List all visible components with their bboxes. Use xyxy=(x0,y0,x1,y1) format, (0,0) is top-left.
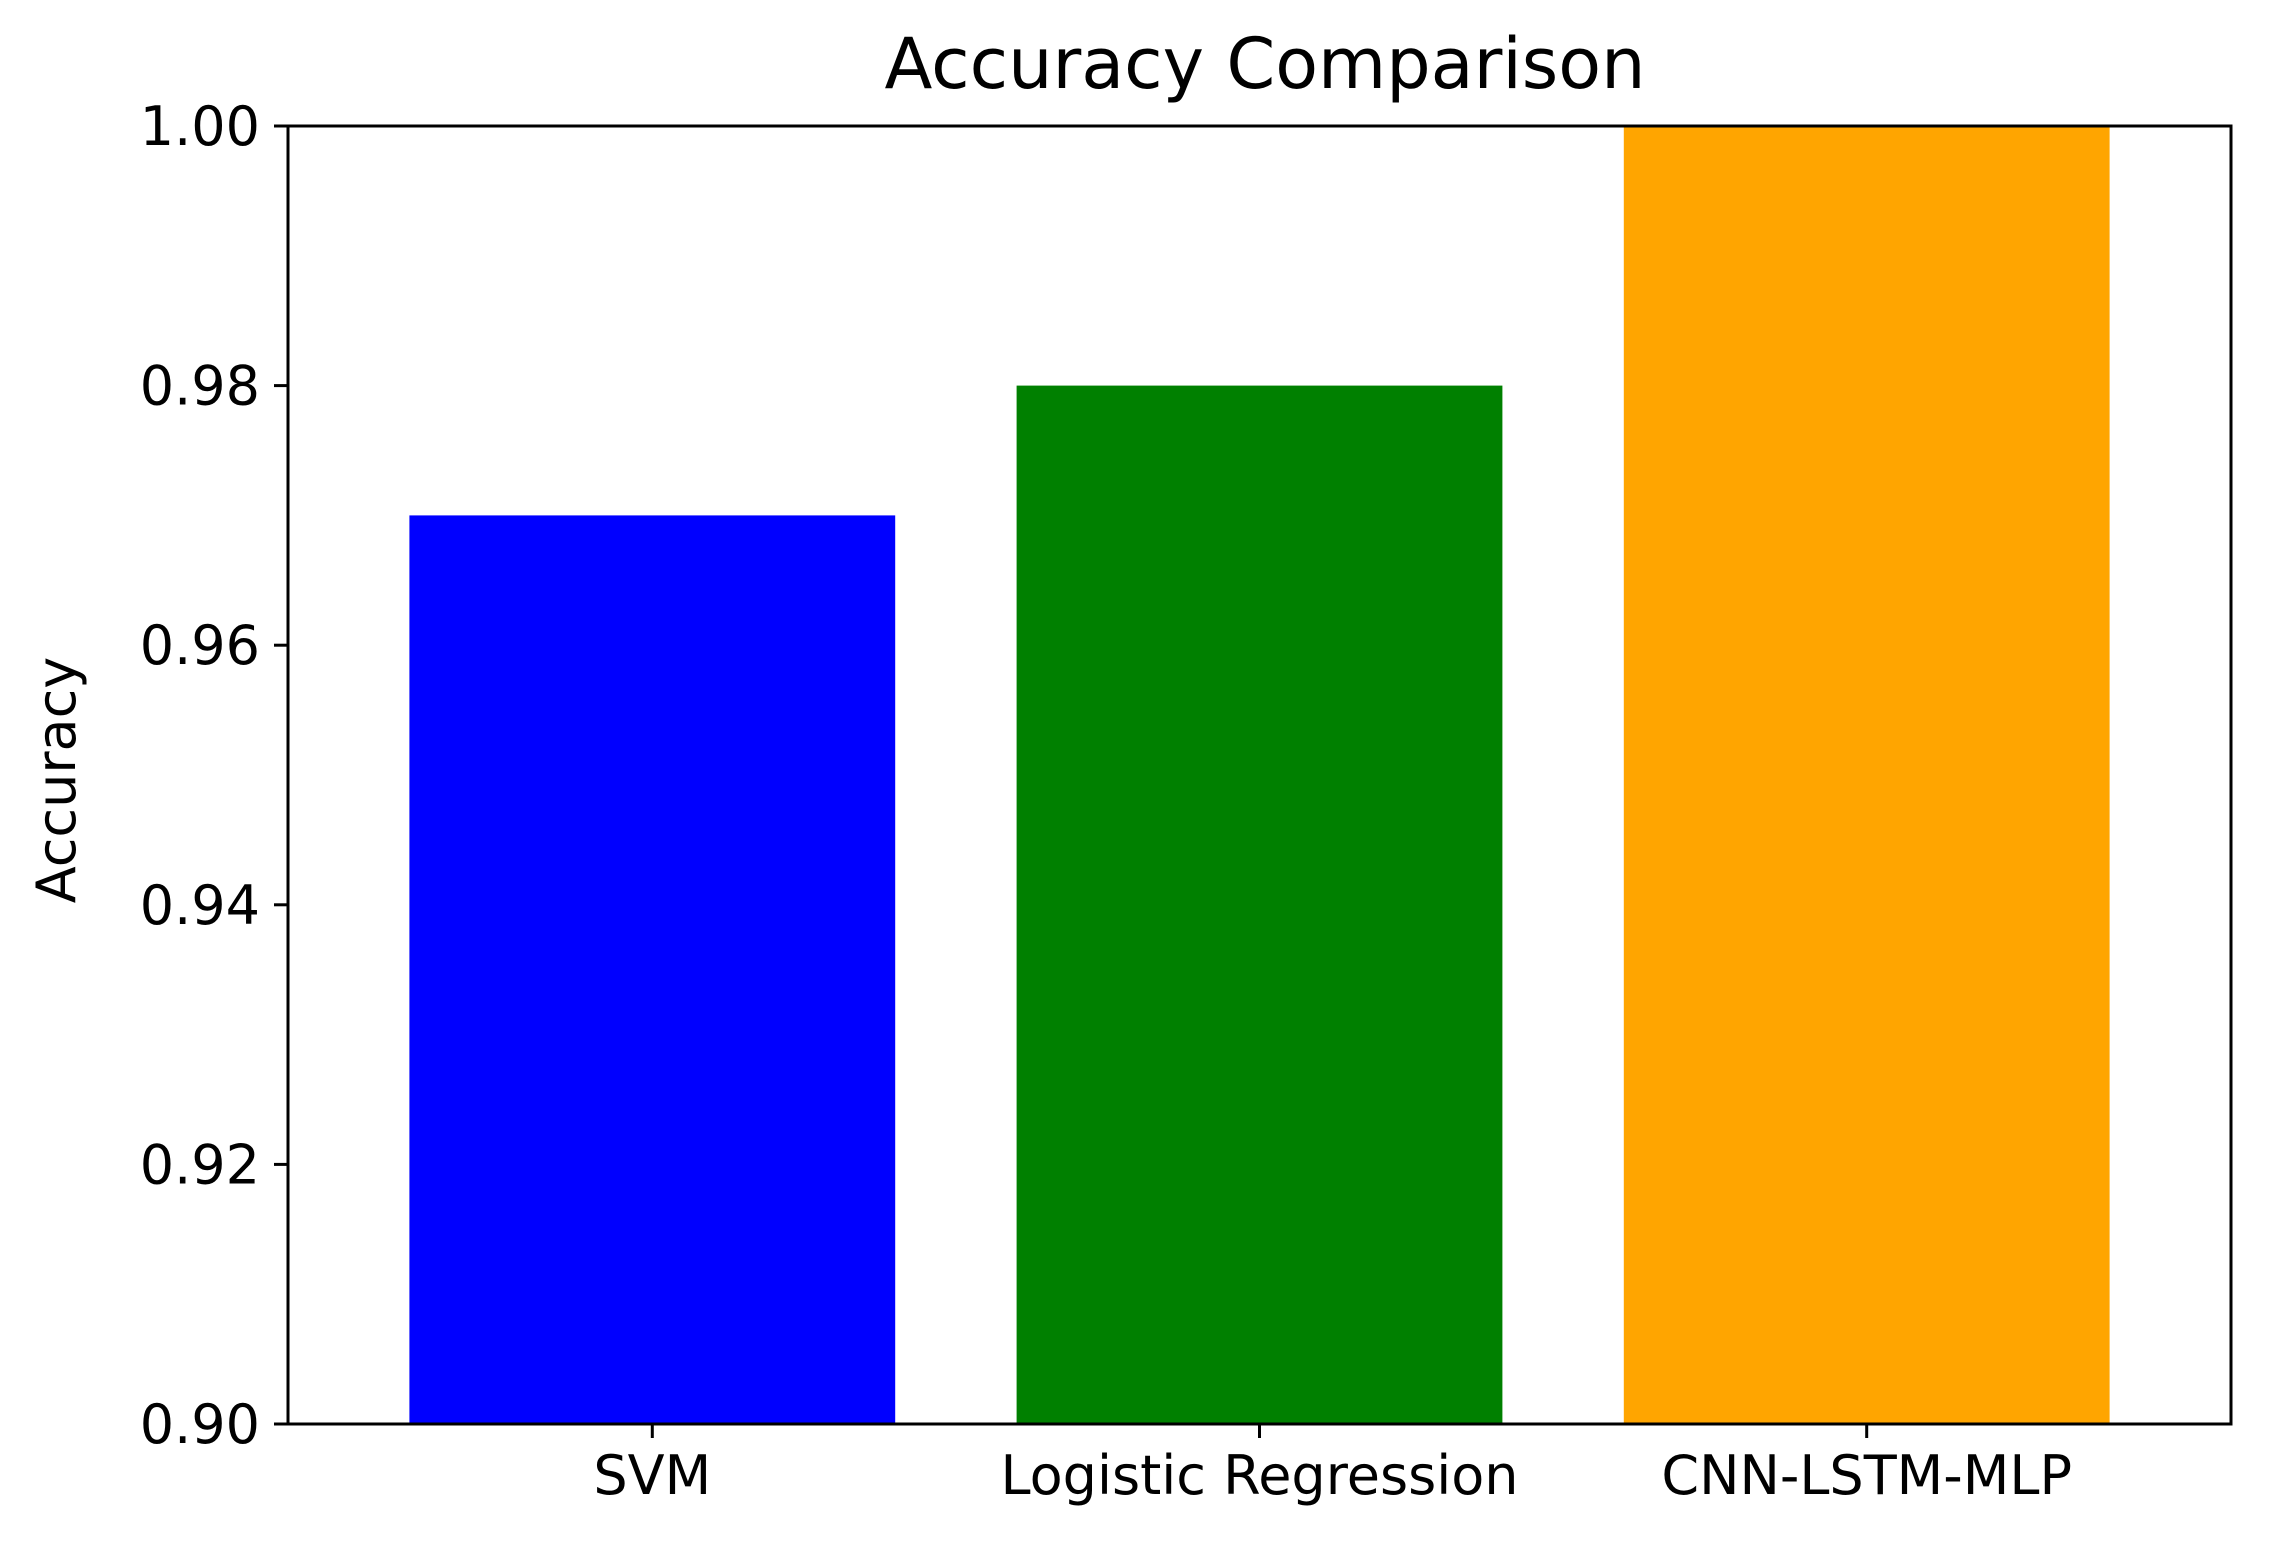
x-tick-label: Logistic Regression xyxy=(1001,1444,1519,1507)
y-tick-label: 0.98 xyxy=(140,355,260,418)
y-axis-label: Accuracy xyxy=(25,657,88,904)
y-tick-label: 1.00 xyxy=(140,95,260,158)
bar-cnn-lstm-mlp xyxy=(1623,126,2110,1424)
y-tick-label: 0.96 xyxy=(140,614,260,677)
x-tick-label: CNN-LSTM-MLP xyxy=(1661,1444,2072,1507)
y-tick-label: 0.90 xyxy=(140,1393,260,1456)
bar-logistic-regression xyxy=(1016,385,1503,1425)
x-axis-ticks: SVM Logistic Regression CNN-LSTM-MLP xyxy=(593,1424,2072,1507)
plot-frame xyxy=(286,124,2233,1426)
x-tick-label: SVM xyxy=(593,1444,711,1507)
y-axis-ticks: 0.90 0.92 0.94 0.96 0.98 1.00 xyxy=(140,95,288,1456)
y-tick-label: 0.92 xyxy=(140,1133,260,1196)
chart-title: Accuracy Comparison xyxy=(885,23,1646,105)
bars-layer xyxy=(409,126,2110,1425)
bar-svm xyxy=(409,515,896,1424)
y-tick-label: 0.94 xyxy=(140,874,260,937)
